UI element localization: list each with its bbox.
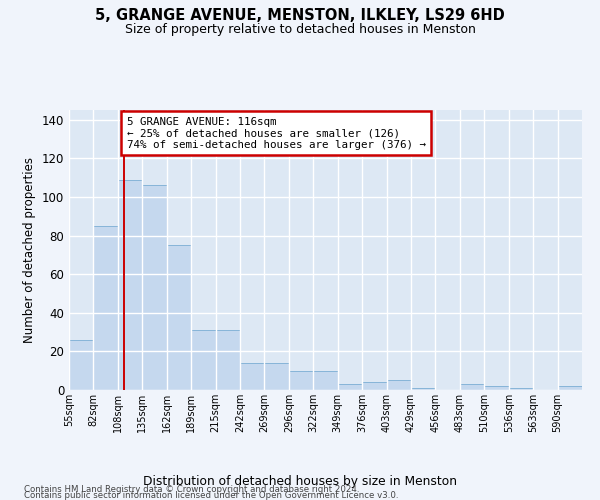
Bar	[509, 388, 533, 390]
Bar	[557, 386, 582, 390]
Bar	[460, 384, 484, 390]
Bar	[313, 370, 338, 390]
Bar	[240, 363, 265, 390]
Bar	[338, 384, 362, 390]
Text: Size of property relative to detached houses in Menston: Size of property relative to detached ho…	[125, 22, 475, 36]
Bar	[386, 380, 411, 390]
Bar	[265, 363, 289, 390]
Bar	[215, 330, 240, 390]
Bar	[167, 245, 191, 390]
Bar	[69, 340, 94, 390]
Text: Contains HM Land Registry data © Crown copyright and database right 2024.: Contains HM Land Registry data © Crown c…	[24, 484, 359, 494]
Bar	[142, 186, 167, 390]
Bar	[362, 382, 386, 390]
Bar	[484, 386, 509, 390]
Text: 5, GRANGE AVENUE, MENSTON, ILKLEY, LS29 6HD: 5, GRANGE AVENUE, MENSTON, ILKLEY, LS29 …	[95, 8, 505, 22]
Bar	[118, 180, 142, 390]
Text: 5 GRANGE AVENUE: 116sqm
← 25% of detached houses are smaller (126)
74% of semi-d: 5 GRANGE AVENUE: 116sqm ← 25% of detache…	[127, 116, 426, 150]
Text: Contains public sector information licensed under the Open Government Licence v3: Contains public sector information licen…	[24, 491, 398, 500]
Text: Distribution of detached houses by size in Menston: Distribution of detached houses by size …	[143, 474, 457, 488]
Y-axis label: Number of detached properties: Number of detached properties	[23, 157, 36, 343]
Bar	[289, 370, 313, 390]
Bar	[94, 226, 118, 390]
Bar	[191, 330, 215, 390]
Bar	[411, 388, 436, 390]
